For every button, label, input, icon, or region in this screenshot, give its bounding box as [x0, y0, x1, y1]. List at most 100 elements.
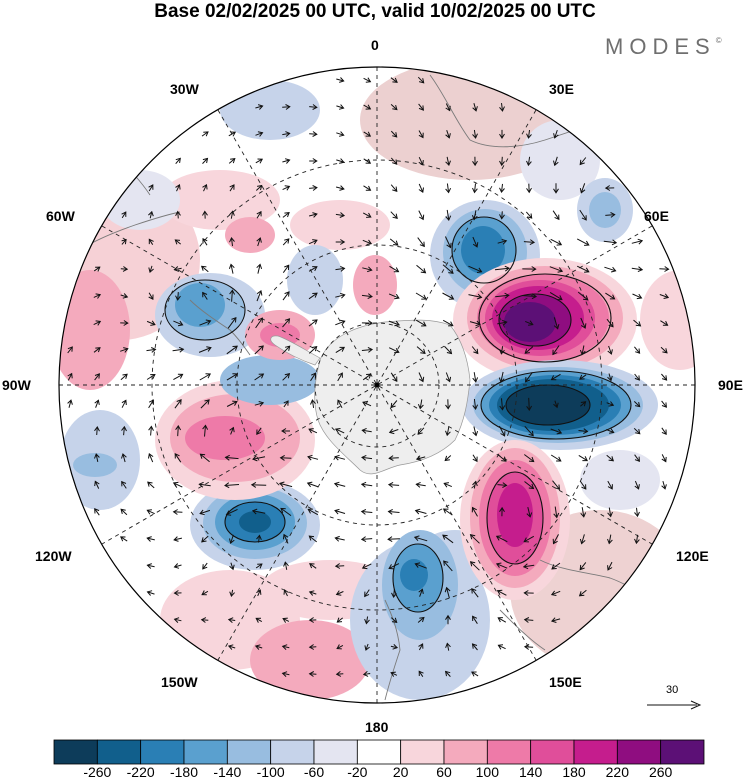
wind-arrow-head: [204, 399, 210, 405]
wind-arrow: [633, 427, 641, 435]
wind-arrow-head: [442, 508, 449, 514]
wind-arrow: [122, 453, 126, 463]
wind-arrow: [416, 264, 426, 274]
wind-arrow: [662, 480, 666, 490]
wind-arrow: [579, 157, 587, 165]
wind-arrow-head: [361, 454, 367, 461]
wind-arrow: [472, 454, 478, 462]
wind-arrow: [634, 480, 640, 490]
wind-arrow: [120, 508, 128, 516]
wind-arrow: [524, 619, 534, 621]
wind-arrow: [230, 264, 234, 274]
wind-arrow: [282, 185, 290, 191]
wind-arrow: [177, 292, 179, 300]
wind-arrow-head: [365, 185, 372, 191]
wind-arrow: [633, 319, 641, 327]
wind-arrow: [231, 290, 233, 302]
wind-arrow: [661, 454, 667, 462]
wind-arrow-head: [553, 133, 559, 139]
wind-arrow-head: [557, 267, 564, 273]
wind-arrow: [606, 429, 614, 433]
colorbar-tick-label: -60: [303, 764, 325, 780]
wind-arrow: [257, 589, 261, 597]
wind-arrow: [550, 238, 562, 246]
lon-label-60e: 60E: [644, 208, 669, 224]
wind-arrow: [95, 453, 99, 463]
wind-arrow-head: [553, 160, 559, 167]
wind-arrow-head: [284, 291, 290, 297]
wind-arrow-head: [418, 376, 425, 383]
wind-arrow-head: [610, 266, 617, 273]
wind-arrow: [120, 348, 128, 352]
wind-arrow: [149, 211, 153, 219]
wind-arrow-head: [499, 214, 505, 220]
wind-arrow: [608, 373, 612, 381]
wind-arrow: [257, 264, 261, 274]
wind-arrow: [446, 426, 450, 436]
wind-arrow-head: [123, 320, 129, 326]
wind-arrow-head: [526, 187, 532, 194]
wind-arrow-head: [257, 184, 263, 191]
wind-arrow-head: [94, 426, 100, 432]
wind-arrow-head: [387, 536, 393, 543]
wind-arrow: [228, 131, 236, 137]
wind-arrow: [633, 401, 641, 407]
wind-arrow-head: [224, 482, 230, 489]
wind-arrow-head: [146, 536, 152, 542]
wind-arrow-head: [499, 106, 505, 112]
wind-arrow-head: [584, 267, 590, 273]
wind-arrow-head: [553, 188, 559, 194]
colorbar-bin: [486, 739, 532, 765]
wind-arrow-head: [256, 429, 262, 435]
wind-arrow-head: [579, 538, 586, 545]
wind-arrow-head: [604, 185, 611, 191]
wind-arrow-head: [203, 131, 209, 137]
wind-arrow-head: [413, 535, 420, 542]
wind-arrow: [418, 210, 424, 220]
wind-arrow-head: [635, 348, 641, 354]
wind-arrow-head: [444, 586, 451, 593]
wind-arrow-head: [360, 508, 367, 515]
wind-arrow-head: [307, 454, 313, 461]
wind-arrow-head: [609, 294, 616, 300]
colorbar-bin: [226, 739, 272, 765]
wind-arrow: [579, 589, 587, 597]
lon-label-120e: 120E: [676, 548, 709, 564]
lon-label-180: 180: [365, 719, 389, 735]
wind-arrow-head: [257, 317, 263, 323]
wind-arrow: [471, 671, 479, 677]
wind-arrow: [309, 106, 317, 108]
polar-map: [58, 66, 696, 704]
wind-arrow: [335, 346, 345, 354]
wind-arrow: [472, 616, 478, 624]
wind-arrow: [472, 236, 478, 248]
wind-arrow: [554, 506, 558, 518]
wind-arrow-head: [258, 345, 264, 351]
wind-arrow-head: [95, 320, 102, 326]
wind-arrow-head: [497, 617, 503, 623]
wind-arrow-head: [309, 563, 315, 569]
wind-arrow: [634, 454, 640, 462]
wind-arrow: [201, 590, 209, 596]
wind-arrow: [473, 481, 477, 489]
wind-arrow-head: [392, 104, 398, 111]
wind-arrow: [607, 561, 613, 571]
wind-arrow-head: [175, 157, 181, 163]
wind-arrow-head: [499, 405, 506, 411]
wind-arrow: [94, 373, 100, 381]
wind-arrow-head: [419, 241, 425, 248]
wind-arrow: [201, 619, 209, 621]
wind-arrow-head: [421, 321, 427, 327]
lon-label-0: 0: [371, 37, 379, 53]
wind-arrow: [336, 591, 344, 595]
wind-arrow: [498, 644, 506, 650]
wind-arrow-head: [367, 320, 374, 326]
wind-arrow-head: [581, 215, 587, 221]
wind-arrow: [361, 483, 373, 487]
wind-arrow-head: [499, 349, 505, 355]
wind-arrow: [635, 534, 639, 544]
wind-arrow: [284, 589, 288, 597]
wind-arrow: [581, 507, 585, 517]
wind-arrow-head: [526, 160, 532, 167]
wind-arrow: [415, 319, 427, 327]
